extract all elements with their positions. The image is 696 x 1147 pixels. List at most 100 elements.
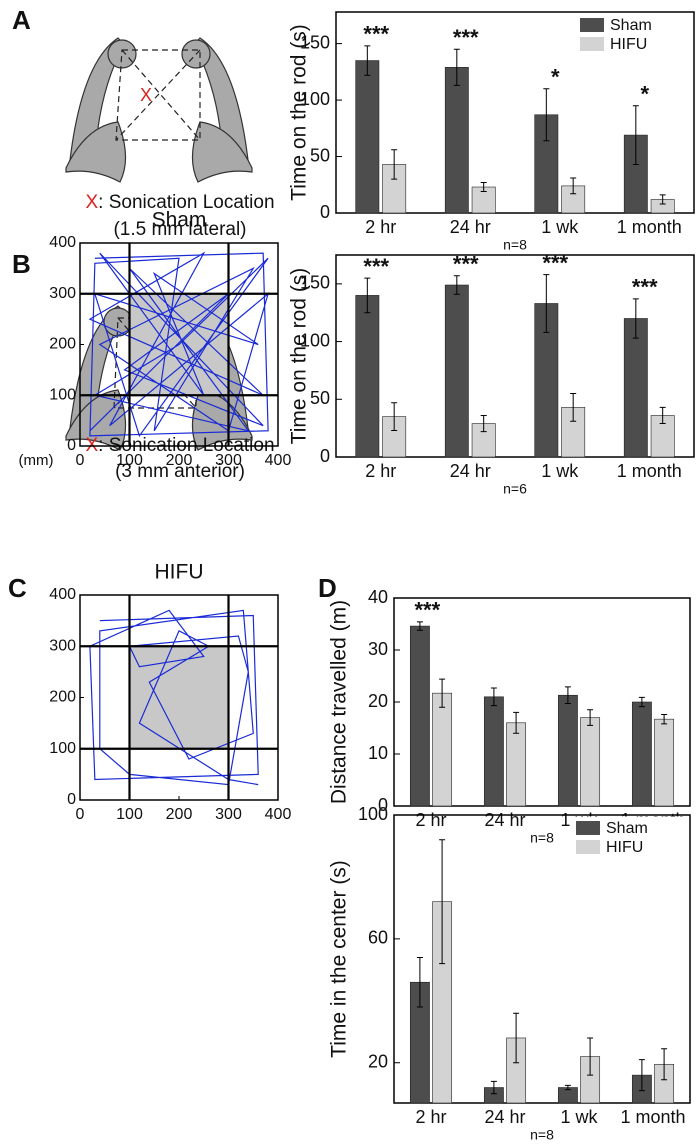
y-tick-label: 100: [358, 804, 388, 824]
x-tick-label: 200: [166, 806, 193, 823]
caption: X: Sonication Location: [85, 192, 274, 213]
sonication-marker: X: [140, 85, 152, 105]
x-axis-label: n=8: [503, 237, 527, 253]
bar: [409, 625, 430, 807]
caption-note: (3 mm anterior): [115, 461, 245, 482]
x-tick-label: 200: [166, 452, 193, 469]
y-tick-label: 0: [67, 437, 76, 454]
error-bar: [570, 177, 577, 195]
error-bar: [543, 88, 550, 142]
y-tick-label: 300: [49, 637, 76, 654]
panel-label: A: [12, 5, 31, 35]
center-zone: [129, 646, 229, 749]
legend-swatch: [580, 18, 604, 32]
significance: *: [640, 82, 649, 107]
significance: ***: [363, 22, 389, 47]
error-bar: [416, 621, 423, 631]
bar: [483, 696, 504, 807]
x-unit-label: (mm): [19, 452, 54, 469]
y-tick-label: 50: [310, 388, 330, 408]
y-tick-label: 100: [49, 740, 76, 757]
error-bar: [587, 709, 594, 726]
error-bar: [638, 696, 645, 708]
caption-marker: X: [85, 192, 98, 213]
error-bar: [564, 1084, 571, 1091]
plot-frame: [335, 11, 695, 214]
x-tick-label: 2 hr: [365, 461, 396, 481]
error-bar: [570, 393, 577, 422]
track: [88, 251, 270, 438]
caption-text: : Sonication Location: [98, 192, 274, 213]
error-bar: [416, 956, 423, 1008]
y-tick-label: 40: [368, 587, 388, 607]
x-axis-label: n=8: [530, 1127, 554, 1143]
error-bar: [490, 687, 497, 707]
error-bar: [564, 686, 571, 705]
error-bar: [661, 713, 668, 725]
legend-label: Sham: [610, 17, 652, 34]
error-bar: [490, 1080, 497, 1095]
y-axis-label: Time on the rod (s): [288, 24, 311, 201]
x-tick-label: 300: [215, 452, 242, 469]
error-bar: [439, 839, 446, 965]
error-bar: [453, 275, 460, 295]
error-bar: [632, 105, 639, 165]
bar: [506, 722, 527, 807]
diagram: X X: Sonication Location (1.5 mm lateral…: [65, 37, 275, 240]
bar: [623, 318, 648, 458]
error-bar: [439, 678, 446, 708]
y-tick-label: 100: [300, 330, 330, 350]
error-bar: [632, 298, 639, 339]
x-tick-label: 2 hr: [415, 1107, 446, 1127]
x-tick-label: 24 hr: [450, 461, 491, 481]
significance: ***: [453, 252, 479, 277]
error-bar: [543, 274, 550, 333]
bar: [432, 692, 453, 807]
x-tick-label: 1 month: [617, 461, 682, 481]
caption-note: (1.5 mm lateral): [113, 219, 246, 240]
significance: ***: [414, 598, 440, 623]
y-tick-label: 50: [310, 145, 330, 165]
y-tick-label: 300: [49, 285, 76, 302]
track: [89, 609, 259, 786]
x-tick-label: 400: [265, 806, 292, 823]
x-tick-label: 100: [116, 806, 143, 823]
x-tick-label: 2 hr: [365, 217, 396, 237]
y-tick-label: 20: [368, 1051, 388, 1071]
error-bar: [659, 406, 666, 425]
chart-title: HIFU: [155, 561, 204, 584]
error-bar: [364, 45, 371, 76]
x-axis-label: n=6: [503, 481, 527, 497]
y-tick-label: 400: [49, 234, 76, 251]
error-bar: [480, 182, 487, 193]
legend-label: HIFU: [610, 36, 647, 53]
significance: ***: [632, 275, 658, 300]
x-tick-label: 24 hr: [450, 217, 491, 237]
significance: ***: [542, 250, 568, 275]
error-bar: [480, 414, 487, 433]
x-tick-label: 0: [76, 452, 85, 469]
x-tick-label: 300: [215, 806, 242, 823]
plot-frame: [335, 254, 695, 458]
error-bar: [513, 711, 520, 734]
y-tick-label: 0: [320, 202, 330, 222]
x-axis-label: n=8: [530, 830, 554, 846]
panel-label: D: [318, 573, 337, 603]
legend-swatch: [580, 37, 604, 51]
x-tick-label: 1 wk: [560, 1107, 598, 1127]
bar: [631, 701, 652, 807]
y-tick-label: 0: [67, 791, 76, 808]
bar: [580, 717, 601, 807]
bar: [444, 284, 469, 458]
x-tick-label: 0: [76, 806, 85, 823]
panel-label: C: [8, 573, 27, 603]
x-tick-label: 100: [116, 452, 143, 469]
y-tick-label: 150: [300, 273, 330, 293]
y-tick-label: 0: [320, 446, 330, 466]
x-tick-label: 1 wk: [541, 461, 579, 481]
chart-title: Sham: [152, 209, 207, 232]
x-tick-label: 24 hr: [484, 1107, 525, 1127]
error-bar: [453, 48, 460, 86]
